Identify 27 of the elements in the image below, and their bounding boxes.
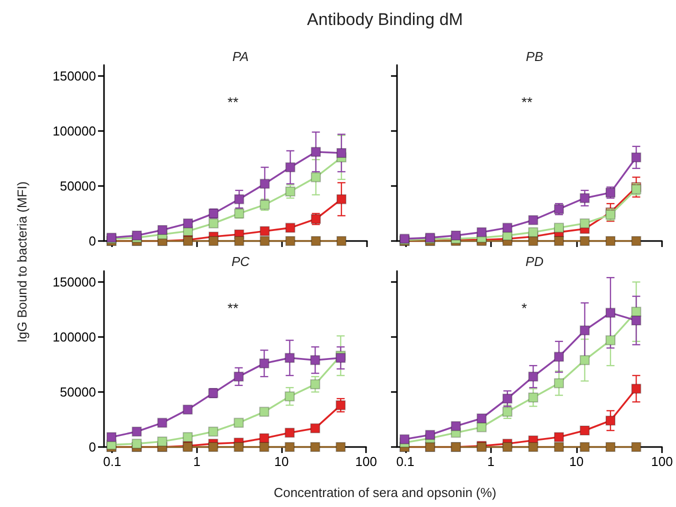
- x-tick-label: 100: [355, 454, 378, 469]
- y-tick-label: 50000: [60, 384, 96, 400]
- x-tick-label: 0.1: [103, 454, 122, 469]
- y-tick-label: 100000: [52, 124, 96, 138]
- x-tick-label: 10: [569, 454, 584, 469]
- x-axis-title: Concentration of sera and opsonin (%): [272, 485, 498, 500]
- y-tick-label: 150000: [52, 274, 96, 290]
- y-tick-label: 50000: [60, 178, 96, 194]
- y-axis-title: IgG Bound to bacteria (MFI): [14, 181, 30, 343]
- chart-subtitle: PC: [231, 254, 250, 269]
- annotation: **: [228, 300, 239, 316]
- y-tick-label: 0: [88, 234, 96, 248]
- chart-subtitle: PA: [232, 49, 249, 64]
- y-tick-label: 100000: [52, 330, 96, 344]
- chart-subtitle: PB: [526, 49, 544, 64]
- y-tick-label: 0: [88, 440, 96, 454]
- annotation: **: [228, 94, 239, 110]
- x-tick-label: 10: [274, 454, 289, 469]
- x-tick-label: 0.1: [396, 454, 414, 469]
- x-tick-label: 100: [651, 454, 673, 469]
- chart-subtitle: PD: [525, 254, 544, 269]
- y-tick-label: 150000: [52, 68, 96, 84]
- chart-title: Antibody Binding dM: [306, 10, 464, 30]
- x-tick-label: 1: [487, 454, 494, 469]
- annotation: *: [522, 300, 528, 316]
- annotation: **: [522, 94, 533, 110]
- x-tick-label: 1: [193, 454, 200, 469]
